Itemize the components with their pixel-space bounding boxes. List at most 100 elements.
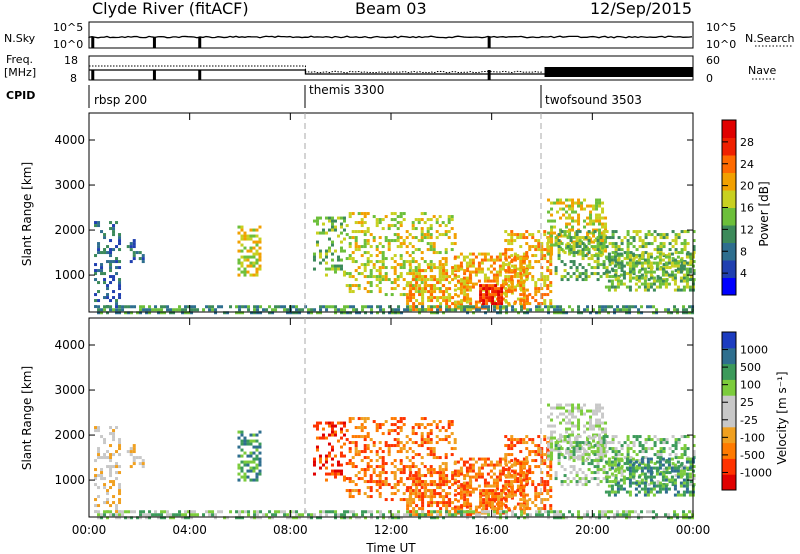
data-cell bbox=[522, 260, 526, 264]
data-cell bbox=[565, 210, 569, 214]
data-cell bbox=[348, 441, 352, 445]
data-cell bbox=[375, 221, 379, 225]
data-cell bbox=[646, 261, 650, 265]
data-cell bbox=[246, 469, 250, 473]
data-cell bbox=[321, 231, 325, 235]
data-cell bbox=[619, 513, 623, 517]
data-cell bbox=[240, 475, 244, 479]
data-cell bbox=[163, 516, 167, 520]
data-cell bbox=[444, 257, 448, 261]
data-cell bbox=[258, 469, 262, 473]
data-cell bbox=[607, 255, 611, 259]
data-cell bbox=[507, 495, 511, 499]
data-cell bbox=[519, 493, 523, 497]
colorbar-swatch bbox=[722, 190, 736, 208]
data-cell bbox=[553, 311, 557, 315]
data-cell bbox=[550, 430, 554, 434]
data-cell bbox=[584, 480, 588, 484]
data-cell bbox=[427, 308, 431, 312]
data-cell bbox=[243, 255, 247, 259]
data-cell bbox=[327, 249, 331, 253]
data-cell bbox=[655, 279, 659, 283]
data-cell bbox=[214, 513, 218, 517]
data-cell bbox=[399, 426, 403, 430]
data-cell bbox=[319, 305, 323, 309]
data-cell bbox=[673, 510, 677, 514]
data-cell bbox=[109, 456, 113, 460]
data-cell bbox=[510, 269, 514, 273]
data-cell bbox=[315, 240, 319, 244]
data-cell bbox=[568, 409, 572, 413]
data-cell bbox=[448, 510, 452, 514]
data-cell bbox=[459, 282, 463, 286]
data-cell bbox=[679, 279, 683, 283]
data-cell bbox=[501, 490, 505, 494]
data-cell bbox=[360, 459, 364, 463]
data-cell bbox=[424, 275, 428, 279]
data-cell bbox=[466, 498, 470, 502]
data-cell bbox=[643, 484, 647, 488]
data-cell bbox=[598, 216, 602, 220]
data-cell bbox=[522, 306, 526, 310]
data-cell bbox=[115, 507, 119, 511]
data-cell bbox=[643, 279, 647, 283]
data-cell bbox=[485, 296, 489, 300]
data-cell bbox=[492, 481, 496, 485]
data-cell bbox=[519, 260, 523, 264]
data-cell bbox=[396, 233, 400, 237]
data-cell bbox=[450, 215, 454, 219]
data-cell bbox=[396, 227, 400, 231]
data-cell bbox=[510, 447, 514, 451]
data-cell bbox=[360, 426, 364, 430]
data-cell bbox=[498, 460, 502, 464]
data-cell bbox=[565, 451, 569, 455]
data-cell bbox=[363, 438, 367, 442]
data-cell bbox=[569, 236, 573, 240]
data-cell bbox=[139, 516, 143, 520]
data-cell bbox=[468, 297, 472, 301]
data-cell bbox=[438, 429, 442, 433]
data-cell bbox=[534, 450, 538, 454]
data-cell bbox=[433, 305, 437, 309]
data-cell bbox=[676, 270, 680, 274]
data-cell bbox=[595, 403, 599, 407]
data-cell bbox=[614, 447, 618, 451]
data-cell bbox=[336, 267, 340, 271]
data-cell bbox=[369, 477, 373, 481]
data-cell bbox=[635, 453, 639, 457]
data-cell bbox=[351, 465, 355, 469]
data-cell bbox=[451, 513, 455, 517]
data-cell bbox=[415, 281, 419, 285]
data-cell bbox=[595, 213, 599, 217]
data-cell bbox=[484, 516, 488, 520]
nsky-tick-top: 10^5 bbox=[53, 21, 83, 34]
data-cell bbox=[519, 477, 523, 481]
data-cell bbox=[491, 293, 495, 297]
data-cell bbox=[97, 281, 101, 285]
data-cell bbox=[109, 468, 113, 472]
data-cell bbox=[580, 201, 584, 205]
data-cell bbox=[363, 251, 367, 255]
data-cell bbox=[628, 288, 632, 292]
data-cell bbox=[504, 294, 508, 298]
data-cell bbox=[559, 207, 563, 211]
data-cell bbox=[361, 308, 365, 312]
data-cell bbox=[109, 504, 113, 508]
data-cell bbox=[598, 231, 602, 235]
data-cell bbox=[482, 296, 486, 300]
data-cell bbox=[537, 435, 541, 439]
data-cell bbox=[682, 478, 686, 482]
data-cell bbox=[384, 266, 388, 270]
data-cell bbox=[460, 510, 464, 514]
data-cell bbox=[491, 489, 495, 493]
data-cell bbox=[112, 513, 116, 517]
data-cell bbox=[330, 240, 334, 244]
data-cell bbox=[501, 484, 505, 488]
data-cell bbox=[622, 305, 626, 309]
data-cell bbox=[412, 498, 416, 502]
data-cell bbox=[563, 233, 567, 237]
data-cell bbox=[384, 236, 388, 240]
data-cell bbox=[433, 495, 437, 499]
data-cell bbox=[246, 249, 250, 253]
data-cell bbox=[540, 507, 544, 511]
